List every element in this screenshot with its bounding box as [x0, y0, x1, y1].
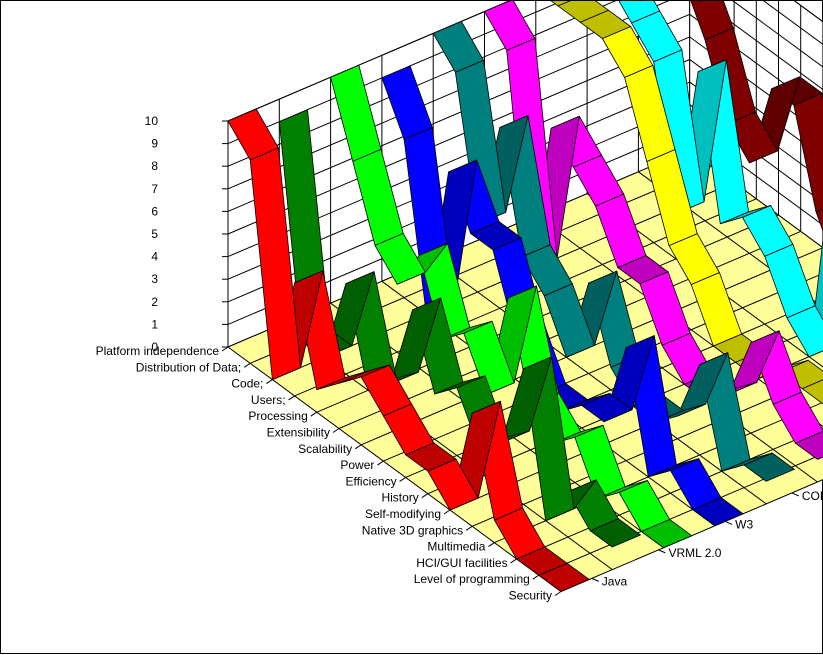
category-label: Users;: [251, 393, 286, 407]
category-tick: [422, 494, 428, 498]
z-tick-label: 8: [151, 159, 158, 173]
z-tick-label: 4: [151, 250, 158, 264]
category-label: Processing: [248, 409, 307, 423]
category-tick: [533, 575, 539, 579]
series-tick: [792, 493, 799, 496]
category-tick: [355, 445, 361, 449]
z-tick-label: 2: [151, 295, 158, 309]
category-tick: [244, 363, 250, 367]
z-tick-label: 10: [145, 114, 159, 128]
series-tick: [592, 578, 599, 581]
z-tick-label: 9: [151, 137, 158, 151]
category-label: Distribution of Data;: [136, 360, 241, 374]
category-label: Security: [509, 589, 552, 603]
category-label: Self-modifying: [365, 507, 441, 521]
category-label: Efficiency: [345, 474, 396, 488]
category-label: Power: [340, 458, 374, 472]
category-label: Platform independence: [96, 344, 220, 358]
category-tick: [377, 461, 383, 465]
z-tick-label: 1: [151, 317, 158, 331]
category-label: History: [381, 491, 418, 505]
category-tick: [555, 592, 561, 596]
category-label: Level of programming: [414, 572, 530, 586]
series-axis-label: VRML 2.0: [668, 546, 721, 560]
category-tick: [311, 412, 317, 416]
category-label: Code;: [231, 377, 263, 391]
category-label: Extensibility: [267, 426, 330, 440]
series-tick: [658, 550, 665, 553]
category-tick: [400, 477, 406, 481]
z-tick-label: 5: [151, 227, 158, 241]
z-tick-label: 6: [151, 204, 158, 218]
category-tick: [222, 347, 228, 351]
category-tick: [266, 380, 272, 384]
z-tick-label: 7: [151, 182, 158, 196]
series-axis-label: CORBA: [802, 489, 823, 503]
category-tick: [444, 510, 450, 514]
category-tick: [488, 543, 494, 547]
category-label: Scalability: [298, 442, 352, 456]
series-tick: [725, 521, 732, 524]
category-tick: [289, 396, 295, 400]
series-axis-label: W3: [735, 517, 753, 531]
z-tick-label: 3: [151, 272, 158, 286]
category-tick: [333, 429, 339, 433]
category-label: HCI/GUI facilities: [416, 556, 507, 570]
category-tick: [466, 526, 472, 530]
series-axis-label: Java: [602, 574, 628, 588]
category-label: Multimedia: [427, 540, 485, 554]
category-tick: [511, 559, 517, 563]
category-label: Native 3D graphics: [362, 523, 463, 537]
